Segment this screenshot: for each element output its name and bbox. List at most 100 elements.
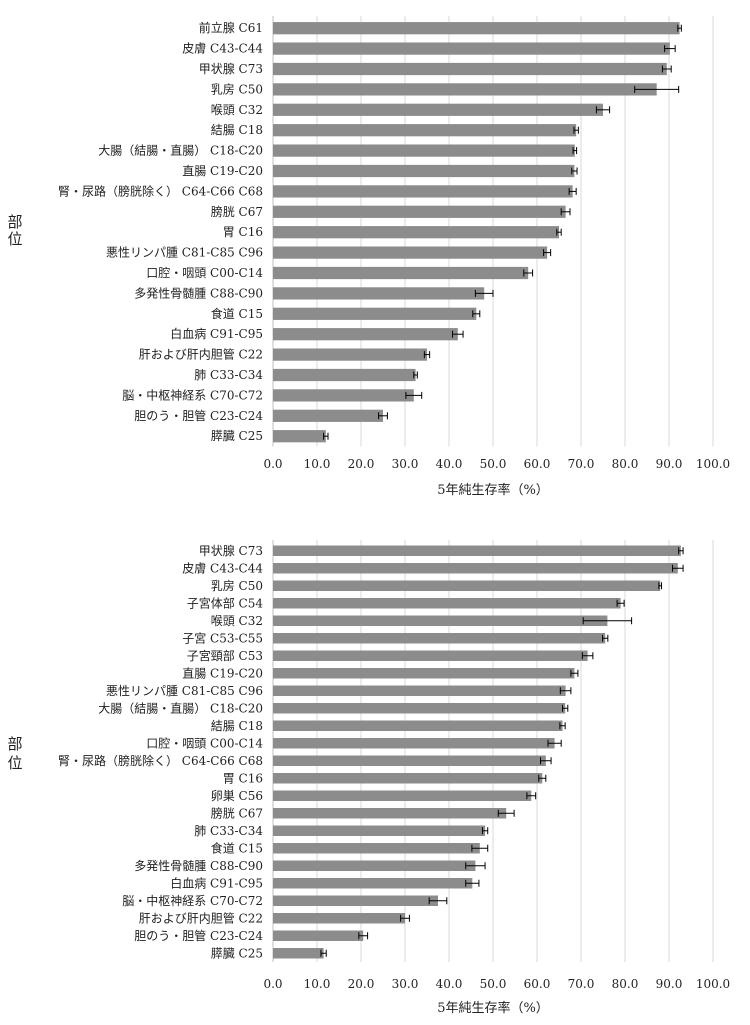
bar <box>273 266 529 280</box>
x-tick-label: 20.0 <box>348 977 375 991</box>
y-axis-title-char: 部 <box>7 735 22 753</box>
bar <box>273 307 477 320</box>
bar <box>273 685 566 696</box>
x-tick-label: 80.0 <box>612 977 639 991</box>
category-label: 肝および肝内胆管 C22 <box>139 347 263 362</box>
error-bar <box>405 391 423 399</box>
error-bar <box>481 827 489 835</box>
error-bar <box>672 564 684 572</box>
bar <box>273 205 566 218</box>
x-tick-label: 60.0 <box>524 457 551 471</box>
category-label: 胆のう・胆管 C23-C24 <box>134 408 263 423</box>
error-bar <box>320 949 327 957</box>
bar <box>273 668 575 679</box>
bar <box>273 580 661 591</box>
category-label: 胆のう・胆管 C23-C24 <box>134 928 263 943</box>
error-bar <box>678 547 684 555</box>
x-tick-label: 20.0 <box>348 457 375 471</box>
error-bar <box>413 371 418 379</box>
category-label: 皮膚 C43-C44 <box>182 560 263 575</box>
bar <box>273 878 473 889</box>
bar <box>273 563 678 574</box>
category-label: 食道 C15 <box>211 306 263 321</box>
y-axis-title-char: 位 <box>7 754 22 772</box>
error-bar <box>602 634 609 642</box>
error-bar <box>658 582 663 590</box>
category-label: 大腸（結腸・直腸） C18-C20 <box>98 701 263 715</box>
category-label: 肺 C33-C34 <box>194 368 263 382</box>
category-label: 子宮頸部 C53 <box>187 648 263 663</box>
bar <box>273 720 563 731</box>
category-label: 膀胱 C67 <box>211 204 263 219</box>
category-label: 膀胱 C67 <box>211 805 263 820</box>
category-label: 食道 C15 <box>211 840 263 855</box>
error-bar <box>378 412 388 420</box>
x-tick-label: 70.0 <box>568 977 595 991</box>
error-bar <box>571 167 578 175</box>
category-label: 前立腺 C61 <box>199 20 263 35</box>
x-tick-label: 80.0 <box>612 457 639 471</box>
bar <box>273 185 573 198</box>
category-label: 結腸 C18 <box>211 719 263 733</box>
error-bar <box>497 809 515 817</box>
bar <box>273 144 575 157</box>
error-bar <box>540 757 552 765</box>
category-label: 多発性骨髄腫 C88-C90 <box>134 285 263 300</box>
x-tick-label: 10.0 <box>304 457 331 471</box>
category-label: 結腸 C18 <box>211 123 263 137</box>
error-bar <box>616 599 625 607</box>
category-label: 脳・中枢神経系 C70-C72 <box>122 387 263 402</box>
x-tick-label: 40.0 <box>436 977 463 991</box>
error-bar <box>562 704 569 712</box>
category-label: 直腸 C19-C20 <box>182 164 263 178</box>
error-bar <box>428 897 448 905</box>
category-label: 胃 C16 <box>223 225 263 239</box>
bar <box>273 808 507 819</box>
error-bar <box>471 844 489 852</box>
error-bar <box>547 739 562 747</box>
category-label: 肝および肝内胆管 C22 <box>139 910 263 925</box>
bar <box>273 860 476 871</box>
bar <box>273 545 681 556</box>
category-label: 子宮 C53-C55 <box>182 630 263 645</box>
error-bar <box>472 310 481 318</box>
error-bar <box>523 269 534 277</box>
bar <box>273 226 559 239</box>
bar <box>273 895 438 906</box>
x-tick-label: 30.0 <box>392 457 419 471</box>
bar <box>273 615 608 626</box>
error-bar <box>538 774 547 782</box>
bar <box>273 430 326 443</box>
x-tick-label: 90.0 <box>656 457 683 471</box>
bar <box>273 328 458 341</box>
bar <box>273 930 364 941</box>
error-bar <box>543 249 552 257</box>
bar <box>273 598 621 609</box>
bar <box>273 948 324 959</box>
error-bar <box>560 208 571 216</box>
x-tick-label: 0.0 <box>263 977 282 991</box>
chart-1: 0.0 10.0 20.0 30.0 40.0 50.0 60.0 70.0 80.0 90.0 1… <box>7 16 730 498</box>
category-label: 悪性リンパ腫 C81-C85 C96 <box>106 246 263 260</box>
bar <box>273 703 566 714</box>
error-bar <box>677 24 682 32</box>
error-bar <box>634 85 680 93</box>
category-label: 脳・中枢神経系 C70-C72 <box>122 893 263 908</box>
category-label: 大腸（結腸・直腸） C18-C20 <box>98 144 263 158</box>
category-label: 乳房 C50 <box>211 81 263 96</box>
bar <box>273 389 414 402</box>
x-tick-label: 40.0 <box>436 457 463 471</box>
category-label: 口腔・咽頭 C00-C14 <box>146 735 263 750</box>
error-bar <box>661 65 672 73</box>
x-tick-label: 100.0 <box>696 977 730 991</box>
x-tick-label: 100.0 <box>696 457 730 471</box>
x-tick-label: 50.0 <box>480 977 507 991</box>
bar <box>273 368 416 382</box>
bar <box>273 913 405 924</box>
category-label: 直腸 C19-C20 <box>182 666 263 680</box>
error-bar <box>474 289 494 297</box>
x-tick-label: 70.0 <box>568 457 595 471</box>
bar <box>273 773 543 784</box>
